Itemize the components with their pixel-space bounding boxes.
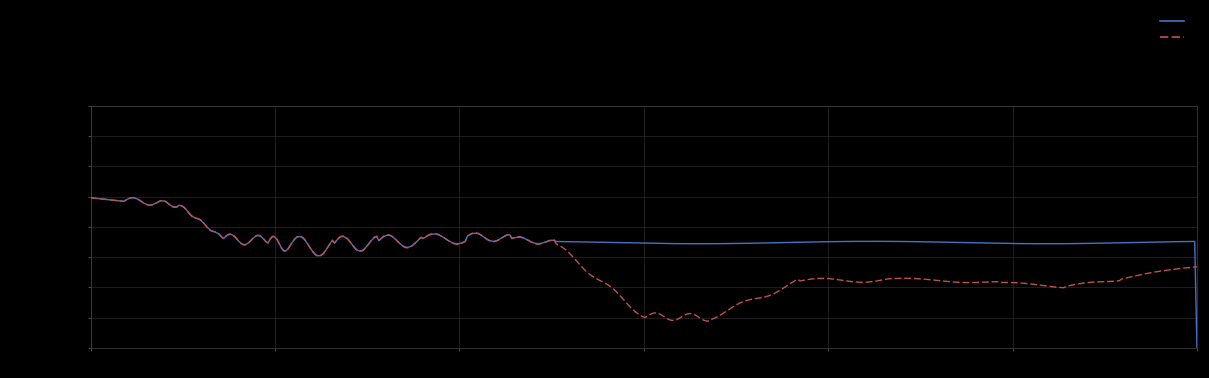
Legend: , : , [1159,16,1192,42]
